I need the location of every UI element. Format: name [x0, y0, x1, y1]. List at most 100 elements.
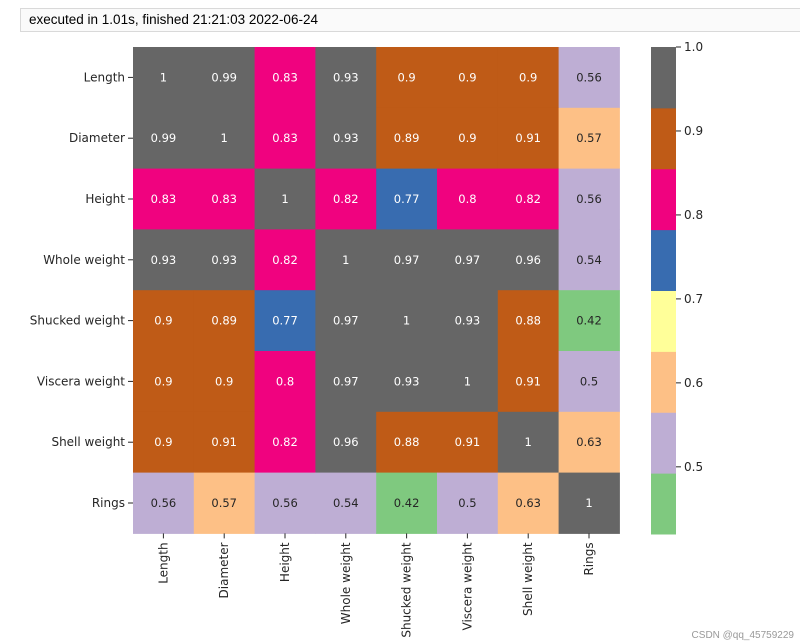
cell-value-label: 0.8 [458, 192, 476, 206]
heatmap-cell-whole-weight-viscera-weight [437, 229, 499, 291]
heatmap-cell-shell-weight-whole-weight [315, 411, 377, 474]
colorbar-segment [651, 351, 676, 413]
heatmap-cell-whole-weight-height [254, 229, 316, 291]
heatmap-cell-diameter-shucked-weight [376, 107, 438, 170]
cell-value-label: 0.97 [333, 314, 359, 328]
cell-value-label: 0.83 [151, 192, 177, 206]
colorbar-segment [651, 47, 676, 109]
colorbar-segment [651, 473, 676, 535]
heatmap-cell-shucked-weight-diameter [193, 290, 256, 352]
cell-value-label: 0.9 [154, 314, 172, 328]
heatmap-cell-rings-shell-weight [497, 472, 560, 534]
colorbar-tick-label: 0.9 [684, 124, 703, 138]
colorbar-tick-label: 0.6 [684, 376, 703, 390]
heatmap-cell-rings-rings [558, 472, 620, 534]
row-tick-labels: Length Diameter Height Whole weight Shucked … [30, 70, 133, 510]
heatmap-cell-viscera-weight-rings [558, 351, 620, 413]
cell-value-label: 0.56 [576, 192, 602, 206]
cell-value-label: 1 [585, 496, 592, 510]
heatmap-cell-length-rings [558, 47, 620, 109]
cell-value-label: 0.8 [276, 374, 294, 388]
heatmap-cell-rings-viscera-weight [437, 472, 499, 534]
heatmap-cell-length-shell-weight [497, 47, 560, 109]
cell-value-label: 0.9 [397, 70, 415, 84]
cell-value-label: 0.93 [151, 253, 177, 267]
cell-value-label: 0.63 [576, 435, 602, 449]
cell-value-label: 1 [221, 131, 228, 145]
cell-value-label: 1 [160, 70, 167, 84]
cell-value-label: 0.9 [458, 70, 476, 84]
cell-value-label: 0.77 [394, 192, 420, 206]
col-tick-label-length: Length [156, 542, 170, 583]
cell-value-label: 0.93 [211, 253, 237, 267]
heatmap-cell-diameter-shell-weight [497, 107, 560, 170]
heatmap-cell-shell-weight-height [254, 411, 316, 474]
heatmap-cell-whole-weight-length [133, 229, 195, 291]
cell-value-label: 0.56 [576, 70, 602, 84]
heatmap-cell-height-length [133, 168, 195, 230]
colorbar: 1.0 0.9 0.8 0.7 0.6 0.5 [651, 40, 703, 535]
cell-output-bar: executed in 1.01s, finished 21:21:03 202… [20, 8, 800, 32]
col-tick-label-viscera-weight: Viscera weight [460, 542, 474, 630]
cell-value-label: 0.63 [515, 496, 541, 510]
heatmap-cell-viscera-weight-whole-weight [315, 351, 377, 413]
colorbar-tick-label: 0.8 [684, 208, 703, 222]
col-tick-label-whole-weight: Whole weight [339, 542, 353, 624]
heatmap-cell-shell-weight-shell-weight [497, 411, 560, 474]
col-tick-label-shell-weight: Shell weight [521, 542, 535, 616]
heatmap-cell-shucked-weight-whole-weight [315, 290, 377, 352]
heatmap-cell-height-rings [558, 168, 620, 230]
cell-value-label: 0.83 [211, 192, 237, 206]
heatmap-cell-length-whole-weight [315, 47, 377, 109]
heatmap-cell-height-shucked-weight [376, 168, 438, 230]
row-tick-label-diameter: Diameter [69, 131, 125, 145]
heatmap-cell-rings-diameter [193, 472, 256, 534]
heatmap-cell-height-whole-weight [315, 168, 377, 230]
row-tick-label-shucked-weight: Shucked weight [30, 314, 126, 328]
heatmap-cell-shucked-weight-viscera-weight [437, 290, 499, 352]
cell-value-label: 0.42 [394, 496, 420, 510]
row-tick-label-height: Height [85, 192, 125, 206]
cell-value-label: 0.83 [272, 131, 298, 145]
heatmap-cell-shucked-weight-height [254, 290, 316, 352]
cell-value-label: 0.5 [458, 496, 476, 510]
heatmap-cell-rings-whole-weight [315, 472, 377, 534]
heatmap-cell-diameter-rings [558, 107, 620, 170]
cell-value-label: 0.56 [151, 496, 177, 510]
heatmap-cell-height-height [254, 168, 316, 230]
cell-value-label: 0.56 [272, 496, 298, 510]
row-tick-label-length: Length [84, 70, 125, 84]
cell-value-label: 0.97 [455, 253, 481, 267]
row-tick-label-shell-weight: Shell weight [51, 435, 125, 449]
heatmap-cell-whole-weight-whole-weight [315, 229, 377, 291]
heatmap-cell-height-shell-weight [497, 168, 560, 230]
heatmap-cell-length-viscera-weight [437, 47, 499, 109]
heatmap-cell-rings-length [133, 472, 195, 534]
row-tick-label-rings: Rings [92, 496, 125, 510]
heatmap-cell-diameter-viscera-weight [437, 107, 499, 170]
cell-value-label: 0.96 [515, 253, 541, 267]
heatmap-cell-shell-weight-diameter [193, 411, 256, 474]
cell-value-label: 0.99 [211, 70, 237, 84]
cell-value-label: 1 [403, 314, 410, 328]
heatmap-cell-whole-weight-shell-weight [497, 229, 560, 291]
cell-value-label: 0.96 [333, 435, 359, 449]
cell-value-label: 0.9 [154, 435, 172, 449]
cell-value-label: 0.57 [211, 496, 237, 510]
heatmap-cell-shucked-weight-shucked-weight [376, 290, 438, 352]
heatmap-cell-height-viscera-weight [437, 168, 499, 230]
cell-value-label: 0.54 [333, 496, 359, 510]
cell-value-label: 1 [342, 253, 349, 267]
cell-value-label: 0.99 [151, 131, 177, 145]
watermark: CSDN @qq_45759229 [691, 630, 794, 641]
cell-value-label: 1 [281, 192, 288, 206]
cell-value-label: 0.54 [576, 253, 602, 267]
cell-value-label: 1 [464, 374, 471, 388]
execution-status: executed in 1.01s, finished 21:21:03 202… [29, 12, 318, 27]
cell-value-label: 0.91 [455, 435, 481, 449]
cell-value-label: 0.93 [394, 374, 420, 388]
heatmap-cell-whole-weight-diameter [193, 229, 256, 291]
heatmap-cell-viscera-weight-diameter [193, 351, 256, 413]
heatmap-cell-length-length [133, 47, 195, 109]
